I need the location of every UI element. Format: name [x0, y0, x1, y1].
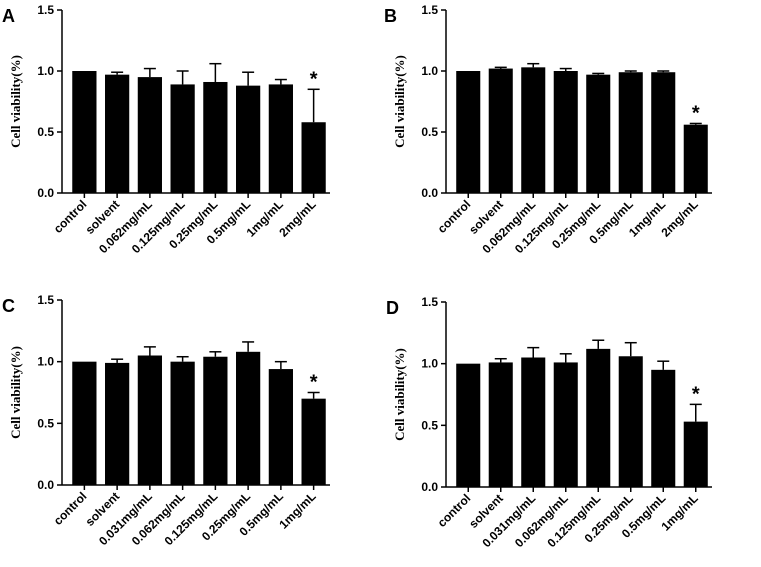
bar	[170, 84, 195, 193]
y-tick-label: 0.0	[37, 186, 54, 200]
bar	[553, 71, 578, 193]
bar	[618, 72, 643, 193]
bar	[72, 361, 97, 485]
bar	[586, 74, 611, 193]
y-tick-label: 0.5	[421, 418, 438, 432]
y-tick-label: 0.5	[421, 125, 438, 139]
bar	[105, 362, 130, 485]
bar	[683, 124, 708, 193]
bar	[651, 369, 676, 487]
bar	[203, 81, 228, 193]
bar	[521, 357, 546, 487]
bar	[521, 67, 546, 193]
bar	[456, 71, 481, 193]
y-tick-label: 1.0	[37, 64, 54, 78]
x-tick-label: control	[51, 489, 90, 528]
y-tick-label: 1.0	[421, 357, 438, 371]
y-tick-label: 0.0	[37, 478, 54, 492]
bar	[618, 356, 643, 487]
y-tick-label: 1.5	[37, 3, 54, 17]
y-axis-label: Cell viability(%)	[8, 55, 23, 148]
bar	[236, 85, 261, 193]
bar	[170, 361, 195, 485]
y-tick-label: 0.5	[37, 416, 54, 430]
bar	[268, 84, 293, 193]
x-tick-label: control	[435, 491, 474, 530]
significance-star: *	[692, 102, 700, 124]
bar	[301, 122, 326, 193]
y-tick-label: 1.5	[421, 295, 438, 309]
bar	[586, 348, 611, 487]
y-tick-label: 0.0	[421, 186, 438, 200]
significance-star: *	[310, 372, 318, 394]
significance-star: *	[310, 68, 318, 90]
bar	[268, 369, 293, 485]
bar	[72, 71, 97, 193]
panel-letter: A	[2, 6, 15, 26]
x-tick-label: 1mg/mL	[276, 489, 318, 531]
bar	[105, 74, 130, 193]
x-tick-label: control	[435, 197, 474, 236]
bar	[456, 363, 481, 487]
panel-letter: B	[384, 6, 397, 26]
bar	[553, 362, 578, 487]
panel-letter: D	[386, 298, 399, 318]
y-axis-label: Cell viability(%)	[392, 348, 407, 441]
bar	[488, 68, 513, 193]
bar	[236, 351, 261, 485]
bar	[651, 72, 676, 193]
bar	[683, 421, 708, 487]
bar	[137, 355, 162, 485]
x-tick-label: 2mg/mL	[276, 197, 318, 239]
x-tick-label: control	[51, 197, 90, 236]
y-tick-label: 0.5	[37, 125, 54, 139]
bar	[137, 77, 162, 193]
panel-letter: C	[2, 296, 15, 316]
y-tick-label: 1.5	[37, 293, 54, 307]
y-tick-label: 1.0	[37, 355, 54, 369]
y-tick-label: 0.0	[421, 480, 438, 494]
y-axis-label: Cell viability(%)	[8, 346, 23, 439]
bar	[203, 356, 228, 485]
bar	[488, 362, 513, 487]
y-tick-label: 1.0	[421, 64, 438, 78]
bar	[301, 398, 326, 485]
y-axis-label: Cell viability(%)	[392, 55, 407, 148]
significance-star: *	[692, 383, 700, 405]
y-tick-label: 1.5	[421, 3, 438, 17]
